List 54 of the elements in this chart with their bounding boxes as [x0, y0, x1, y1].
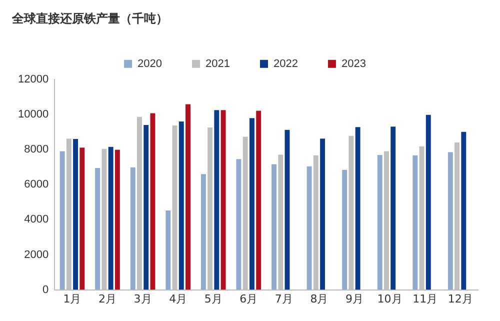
bar	[256, 110, 262, 290]
bar	[412, 155, 418, 290]
x-tick-label: 7月	[274, 292, 293, 306]
bar	[342, 170, 348, 290]
bar	[95, 168, 100, 290]
x-tick-label: 3月	[134, 292, 152, 306]
y-tick-label: 0	[42, 284, 49, 296]
x-tick-label: 10月	[377, 292, 402, 306]
bar	[355, 127, 360, 290]
legend-label: 2022	[274, 58, 298, 70]
bar	[272, 164, 276, 290]
x-tick-label: 11月	[412, 292, 438, 306]
x-tick-label: 9月	[346, 292, 364, 306]
bar	[60, 151, 65, 290]
legend-label: 2021	[206, 58, 230, 70]
bar	[73, 139, 78, 290]
bar	[426, 114, 431, 290]
y-tick-label: 2000	[24, 248, 49, 261]
bar	[186, 104, 190, 290]
y-tick-label: 8000	[24, 144, 49, 156]
x-tick-label: 2月	[98, 292, 117, 306]
bar	[80, 148, 85, 290]
bar	[377, 154, 382, 290]
bar	[220, 110, 226, 290]
bar	[144, 124, 149, 290]
bar	[284, 130, 290, 290]
bar	[200, 174, 206, 290]
chart-title: 全球直接还原铁产量（千吨）	[11, 11, 168, 26]
bar	[166, 210, 171, 290]
y-tick-label: 6000	[24, 178, 49, 191]
bar	[320, 138, 326, 290]
bar	[390, 126, 396, 290]
legend-label: 2020	[138, 58, 162, 70]
bar	[236, 159, 242, 290]
y-tick-label: 4000	[24, 214, 49, 226]
bar	[108, 146, 114, 290]
bar	[130, 167, 136, 290]
x-tick-label: 6月	[240, 292, 258, 306]
bar	[150, 113, 156, 290]
x-tick-label: 4月	[169, 292, 188, 306]
bar	[178, 121, 184, 290]
bar	[448, 152, 453, 290]
bar	[306, 166, 312, 290]
x-tick-label: 8月	[310, 292, 328, 306]
bar	[249, 118, 254, 290]
bar	[214, 110, 220, 290]
y-tick-label: 10000	[18, 108, 49, 120]
y-tick-label: 12000	[18, 73, 49, 86]
legend-label: 2023	[341, 58, 366, 70]
bar	[114, 150, 120, 290]
x-tick-label: 5月	[204, 292, 222, 306]
bar	[461, 132, 466, 290]
x-tick-label: 12月	[448, 292, 473, 306]
x-tick-label: 1月	[63, 292, 82, 306]
